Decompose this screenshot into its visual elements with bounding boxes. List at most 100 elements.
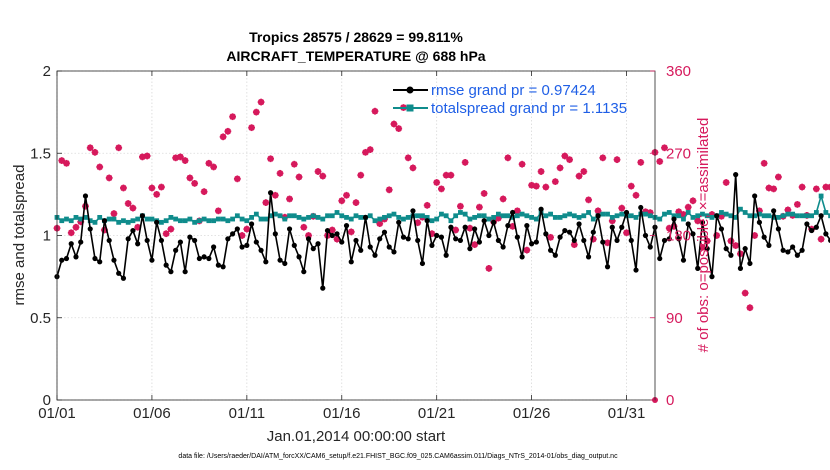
x-tick-label: 01/01 xyxy=(38,405,76,422)
obs-assimilated-point xyxy=(537,168,545,175)
obs-assimilated-point xyxy=(827,183,830,191)
rmse-point xyxy=(192,237,198,244)
footer-datafile: data file: /Users/raeder/DAI/ATM_forcXX/… xyxy=(178,453,618,460)
rmse-point xyxy=(315,241,321,247)
obs-assimilated-point xyxy=(210,163,218,171)
totalspread-point xyxy=(761,213,767,219)
y-axis-right: 0 90 180 270 360 xyxy=(650,63,691,409)
obs-assimilated-point xyxy=(200,188,208,196)
obs-assimilated-point xyxy=(694,217,702,225)
totalspread-point xyxy=(339,213,345,219)
rmse-point xyxy=(462,224,468,230)
totalspread-point xyxy=(481,213,487,219)
rmse-point xyxy=(790,244,796,250)
totalspread-point xyxy=(676,213,682,219)
rmse-point xyxy=(434,232,440,239)
totalspread-point xyxy=(733,215,739,220)
rmse-point xyxy=(144,237,150,244)
obs-assimilated-point xyxy=(513,207,521,215)
totalspread-point xyxy=(287,213,292,219)
rmse-point xyxy=(756,219,763,225)
totalspread-point xyxy=(458,210,463,215)
totalspread-point xyxy=(685,210,691,215)
rmse-point xyxy=(87,226,93,232)
obs-assimilated-point xyxy=(774,173,782,181)
totalspread-point xyxy=(823,210,829,215)
totalspread-point xyxy=(657,216,663,222)
rmse-point xyxy=(666,236,672,242)
rmse-point xyxy=(296,254,302,260)
obs-assimilated-point xyxy=(409,164,417,172)
rmse-point xyxy=(125,236,131,242)
rmse-point xyxy=(557,234,563,240)
rmse-point xyxy=(277,257,283,263)
rmse-point xyxy=(158,237,165,244)
obs-assimilated-point xyxy=(770,185,778,193)
rmse-point xyxy=(752,193,758,199)
totalspread-point xyxy=(529,215,535,220)
rmse-point xyxy=(491,219,497,225)
rmse-point xyxy=(244,242,250,248)
rmse-point xyxy=(78,239,84,245)
rmse-point xyxy=(680,257,687,263)
obs-assimilated-point xyxy=(585,196,592,204)
rmse-point xyxy=(438,234,445,240)
y-axis-right-label: # of obs: o=possible; ×=assimilated xyxy=(695,118,712,353)
totalspread-point xyxy=(249,215,254,220)
rmse-point xyxy=(177,239,183,245)
totalspread-point xyxy=(809,213,815,219)
rmse-point xyxy=(182,269,188,275)
totalspread-point xyxy=(486,216,492,222)
obs-assimilated-point xyxy=(252,108,260,116)
totalspread-point xyxy=(439,211,444,217)
totalspread-point xyxy=(790,211,796,217)
rmse-point xyxy=(543,231,549,237)
rmse-point xyxy=(728,252,734,258)
totalspread-point xyxy=(590,216,596,222)
y-left-tick-label: 1 xyxy=(43,228,51,245)
obs-assimilated-point xyxy=(461,158,469,166)
rmse-point xyxy=(704,246,710,252)
obs-assimilated-point xyxy=(722,179,730,186)
obs-assimilated-point xyxy=(480,190,488,197)
totalspread-point xyxy=(785,211,791,217)
rmse-point xyxy=(614,237,620,244)
legend-spread-marker xyxy=(406,104,414,112)
totalspread-point xyxy=(116,219,122,225)
legend-rmse-label: rmse grand pr = 0.97424 xyxy=(431,82,596,99)
rmse-point xyxy=(690,231,696,237)
obs-assimilated-point xyxy=(656,158,664,165)
totalspread-point xyxy=(106,216,112,222)
totalspread-point xyxy=(614,213,620,219)
rmse-point xyxy=(585,254,592,260)
totalspread-point xyxy=(206,218,212,224)
rmse-point xyxy=(267,190,274,196)
rmse-point xyxy=(305,236,312,242)
obs-assimilated-point xyxy=(257,98,265,106)
obs-assimilated-point xyxy=(547,233,554,241)
totalspread-point xyxy=(738,206,743,212)
totalspread-point xyxy=(581,213,587,219)
totalspread-point xyxy=(609,215,615,220)
rmse-point xyxy=(538,206,544,212)
rmse-point xyxy=(737,265,744,271)
rmse-point xyxy=(116,270,122,276)
obs-assimilated-point xyxy=(746,304,754,312)
totalspread-point xyxy=(723,211,729,217)
y-left-tick-label: 1.5 xyxy=(30,145,51,162)
y-axis-left: 0 0.5 1 1.5 2 xyxy=(30,63,62,409)
obs-assimilated-point xyxy=(518,160,526,168)
totalspread-point xyxy=(519,211,525,217)
totalspread-point xyxy=(415,213,421,219)
rmse-point xyxy=(766,242,772,248)
totalspread-point xyxy=(434,216,440,222)
rmse-point xyxy=(771,208,777,214)
rmse-point xyxy=(761,234,767,240)
totalspread-point xyxy=(704,213,710,219)
totalspread-point xyxy=(159,219,164,225)
totalspread-point xyxy=(491,215,497,220)
obs-assimilated-point xyxy=(689,197,697,205)
totalspread-point xyxy=(448,218,454,224)
totalspread-point xyxy=(600,211,606,217)
rmse-point xyxy=(671,216,677,222)
